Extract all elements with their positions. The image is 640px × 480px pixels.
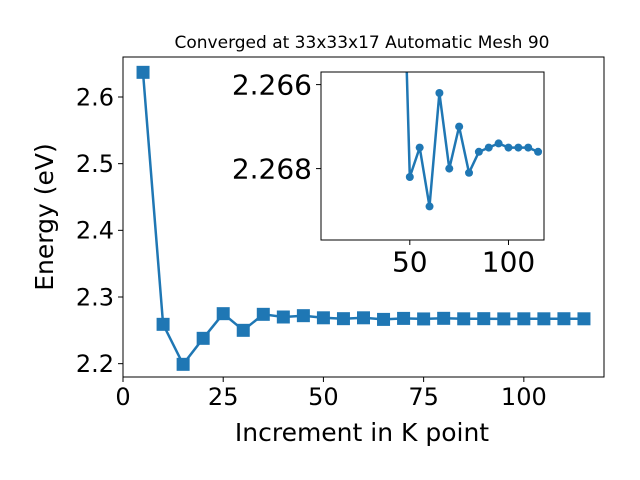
x-tick-label: 75 (408, 383, 439, 411)
x-tick-label: 25 (208, 383, 239, 411)
data-point (455, 122, 464, 131)
y-tick-label: 2.2 (76, 350, 114, 378)
data-point (514, 143, 523, 152)
data-point (296, 309, 310, 323)
inset-plot-area (321, 72, 544, 240)
data-point (425, 202, 434, 211)
data-point (176, 357, 190, 371)
data-point (415, 143, 424, 152)
data-point (236, 323, 250, 337)
y-tick-label: 2.5 (76, 150, 114, 178)
main-series (136, 65, 591, 371)
data-point (196, 331, 210, 345)
inset-y-ticks: 2.266 2.268 (232, 68, 321, 185)
data-point (256, 307, 270, 321)
chart-title: Converged at 33x33x17 Automatic Mesh 90 (175, 33, 550, 53)
data-point (445, 164, 454, 173)
data-point (216, 307, 230, 321)
data-point (417, 312, 431, 326)
data-point (457, 312, 471, 326)
data-point (276, 310, 290, 324)
x-tick-label: 50 (392, 246, 428, 279)
inset-axes: 50 100 2.266 2.268 (232, 68, 545, 279)
y-tick-label: 2.268 (232, 152, 312, 185)
data-point (437, 311, 451, 325)
x-axis-label: Increment in K point (235, 418, 489, 447)
y-tick-label: 2.6 (76, 83, 114, 111)
data-point (316, 311, 330, 325)
y-tick-label: 2.266 (232, 68, 312, 101)
data-point (435, 89, 444, 97)
data-point (405, 173, 414, 181)
data-point (397, 311, 411, 325)
data-point (577, 312, 591, 326)
main-x-ticks: 0 25 50 75 100 (115, 377, 547, 411)
data-point (517, 312, 531, 326)
data-point (336, 312, 350, 326)
x-tick-label: 100 (501, 383, 547, 411)
x-tick-label: 0 (115, 383, 130, 411)
data-point (497, 312, 511, 326)
y-axis-label: Energy (eV) (30, 143, 59, 290)
data-point (136, 65, 150, 79)
data-point (156, 317, 170, 331)
inset-x-ticks: 50 100 (392, 240, 535, 279)
data-point (504, 143, 513, 152)
data-point (474, 147, 483, 156)
inset-series (405, 72, 543, 211)
data-point (465, 168, 474, 177)
data-point (534, 147, 543, 156)
y-tick-label: 2.3 (76, 283, 114, 311)
data-point (377, 312, 391, 326)
inset-axes-frame (320, 71, 545, 241)
main-y-ticks: 2.2 2.3 2.4 2.5 2.6 (76, 83, 123, 378)
data-point (537, 312, 551, 326)
x-tick-label: 50 (308, 383, 339, 411)
data-point (494, 139, 503, 148)
data-point (524, 143, 533, 152)
data-point (484, 143, 493, 152)
x-tick-label: 100 (482, 246, 535, 279)
data-point (477, 312, 491, 326)
data-point (357, 311, 370, 325)
y-tick-label: 2.4 (76, 217, 114, 245)
inset-series-clip (405, 72, 543, 211)
main-axes-frame (122, 56, 605, 378)
data-point (557, 312, 571, 326)
